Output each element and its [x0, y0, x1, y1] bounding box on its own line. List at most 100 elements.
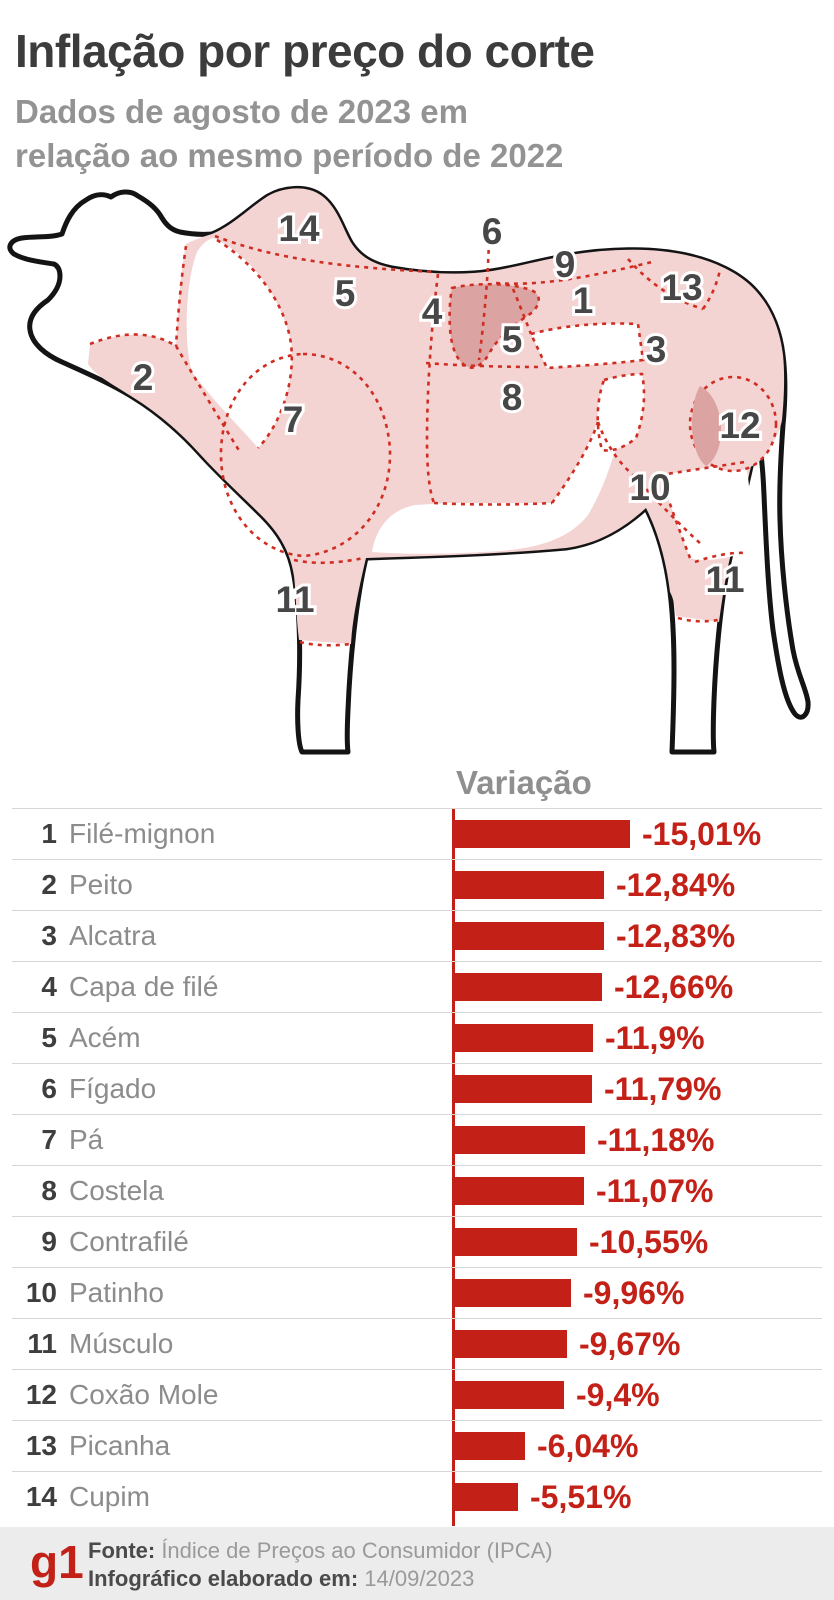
- cut-number: 10: [25, 1277, 57, 1308]
- variation-value: -6,04%: [537, 1428, 639, 1464]
- variation-value: -12,66%: [614, 969, 734, 1005]
- white-gap-flank: [597, 374, 644, 451]
- cut-number: 11: [27, 1328, 57, 1359]
- cut-number: 5: [41, 1022, 57, 1053]
- table-row: 9 Contrafilé -10,55%: [12, 1216, 822, 1267]
- source-value: Índice de Preços ao Consumidor (IPCA): [155, 1538, 553, 1563]
- cut-name: Músculo: [69, 1328, 174, 1359]
- cut-name: Capa de filé: [69, 971, 219, 1002]
- variation-bar: [454, 1330, 567, 1358]
- table-row: 12 Coxão Mole -9,4%: [12, 1369, 822, 1420]
- cut-number: 13: [25, 1430, 57, 1461]
- cut-number-14: 14: [278, 208, 320, 249]
- cut-dashed-lines: [89, 231, 747, 647]
- cut-number-12: 12: [719, 405, 760, 446]
- variation-value: -9,96%: [583, 1275, 685, 1311]
- cut-name: Peito: [69, 869, 133, 900]
- variation-bar: [454, 820, 630, 848]
- table-row: 8 Costela -11,07%: [12, 1165, 822, 1216]
- cut-name: Fígado: [69, 1073, 157, 1104]
- cut-name: Patinho: [69, 1277, 164, 1308]
- cut-number-3: 3: [646, 329, 667, 370]
- elaborated-line: Infográfico elaborado em: 14/09/2023: [88, 1565, 553, 1593]
- white-gap-belly: [372, 422, 618, 554]
- table-row: 14 Cupim -5,51%: [12, 1471, 822, 1522]
- variation-bar: [454, 922, 604, 950]
- cut-number-5: 5: [335, 273, 356, 314]
- cut-number: 2: [41, 869, 57, 900]
- variation-bar: [454, 1228, 577, 1256]
- variation-bar: [454, 1381, 564, 1409]
- variation-value: -12,83%: [616, 918, 736, 954]
- page-title: Inflação por preço do corte: [15, 25, 595, 77]
- subtitle-line-1: Dados de agosto de 2023 em: [15, 93, 468, 130]
- variation-bar: [454, 973, 602, 1001]
- cut-name: Pá: [69, 1124, 104, 1155]
- variation-value: -10,55%: [589, 1224, 709, 1260]
- variation-value: -11,9%: [605, 1020, 705, 1056]
- bar-baseline: [452, 808, 455, 1526]
- cut-number: 6: [41, 1073, 57, 1104]
- dark-region-12: [692, 386, 722, 466]
- variation-value: -9,67%: [579, 1326, 681, 1362]
- variation-bar: [454, 871, 604, 899]
- cut-number-6: 6: [482, 211, 503, 252]
- variation-value: -11,07%: [596, 1173, 714, 1209]
- variation-bar: [454, 1177, 584, 1205]
- white-gap-neck: [186, 238, 292, 448]
- elaborated-label: Infográfico elaborado em:: [88, 1566, 359, 1591]
- dark-region-4: [448, 282, 540, 369]
- cut-number-5: 5: [502, 319, 523, 360]
- cut-name: Contrafilé: [69, 1226, 189, 1257]
- cut-number-1: 1: [573, 280, 594, 321]
- variation-value: -5,51%: [530, 1479, 632, 1515]
- table-row: 4 Capa de filé -12,66%: [12, 961, 822, 1012]
- white-gap-rear-leg: [660, 462, 750, 560]
- g1-logo: g1: [30, 1536, 84, 1588]
- cut-number: 14: [25, 1481, 57, 1512]
- cut-name: Alcatra: [69, 920, 157, 951]
- cut-number-4: 4: [422, 291, 443, 332]
- column-header-variacao: Variação: [456, 764, 592, 801]
- footer: g1 Fonte: Índice de Preços ao Consumidor…: [0, 1527, 834, 1600]
- table-row: 5 Acém -11,9%: [12, 1012, 822, 1063]
- table-row: 6 Fígado -11,79%: [12, 1063, 822, 1114]
- cut-number-10: 10: [629, 467, 670, 508]
- variation-bar: [454, 1126, 585, 1154]
- variation-value: -15,01%: [642, 816, 762, 852]
- cut-name: Filé-mignon: [69, 818, 216, 849]
- cut-number-9: 9: [555, 244, 576, 285]
- cut-name: Cupim: [69, 1481, 150, 1512]
- cut-number-11: 11: [275, 579, 314, 620]
- variation-value: -11,18%: [597, 1122, 715, 1158]
- cut-number: 7: [41, 1124, 57, 1155]
- cut-number: 12: [25, 1379, 57, 1410]
- source-line: Fonte: Índice de Preços ao Consumidor (I…: [88, 1537, 553, 1565]
- cut-number-11: 11: [705, 559, 744, 600]
- table-row: 10 Patinho -9,96%: [12, 1267, 822, 1318]
- variation-value: -11,79%: [604, 1071, 722, 1107]
- cut-number: 9: [41, 1226, 57, 1257]
- pink-cuts-base: [88, 188, 785, 644]
- table-row: 2 Peito -12,84%: [12, 859, 822, 910]
- table-row: 13 Picanha -6,04%: [12, 1420, 822, 1471]
- cut-name: Acém: [69, 1022, 141, 1053]
- table-row: 1 Filé-mignon -15,01%: [12, 808, 822, 859]
- cut-number: 3: [41, 920, 57, 951]
- source-info: Fonte: Índice de Preços ao Consumidor (I…: [88, 1537, 553, 1593]
- cut-name: Picanha: [69, 1430, 171, 1461]
- cut-number-2: 2: [133, 357, 154, 398]
- cut-name: Costela: [69, 1175, 164, 1206]
- variation-bar: [454, 1024, 593, 1052]
- source-label: Fonte:: [88, 1538, 156, 1563]
- cut-number: 8: [41, 1175, 57, 1206]
- table-row: 3 Alcatra -12,83%: [12, 910, 822, 961]
- variation-bar: [454, 1483, 518, 1511]
- page-subtitle: Dados de agosto de 2023 em relação ao me…: [15, 90, 563, 178]
- variation-bar: [454, 1075, 592, 1103]
- cut-number: 4: [41, 971, 57, 1002]
- cut-number-13: 13: [661, 267, 702, 308]
- table-row: 7 Pá -11,18%: [12, 1114, 822, 1165]
